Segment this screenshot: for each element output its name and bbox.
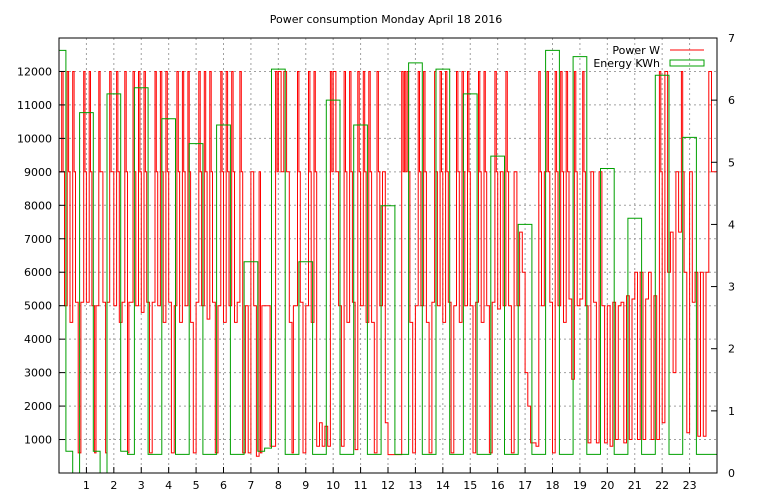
legend-label-energy-kwh: Energy KWh xyxy=(593,57,660,70)
axes xyxy=(58,37,718,474)
bottom-tick-label-15: 16 xyxy=(491,479,505,492)
bottom-tick-label-8: 9 xyxy=(302,479,309,492)
right-tick-label-1: 1 xyxy=(728,405,735,418)
left-tick-label-9: 10000 xyxy=(17,132,52,145)
right-tick-label-6: 6 xyxy=(728,94,735,107)
bottom-tick-label-22: 23 xyxy=(683,479,697,492)
right-tick-label-3: 3 xyxy=(728,281,735,294)
bottom-tick-label-21: 22 xyxy=(655,479,669,492)
left-tick-label-0: 1000 xyxy=(24,434,52,447)
bottom-tick-label-10: 11 xyxy=(354,479,368,492)
left-tick-label-6: 7000 xyxy=(24,233,52,246)
bottom-tick-label-18: 19 xyxy=(573,479,587,492)
bottom-tick-label-6: 7 xyxy=(247,479,254,492)
bottom-tick-labels: 1 2 3 4 5 6 7 8 9 10 11 12 13 14 15 16 17 18 19 20 21 22 23 xyxy=(83,479,697,492)
left-tick-label-1: 2000 xyxy=(24,400,52,413)
bottom-tick-label-3: 4 xyxy=(165,479,172,492)
left-tick-label-8: 9000 xyxy=(24,166,52,179)
bottom-tick-label-17: 18 xyxy=(546,479,560,492)
legend-label-power-w: Power W xyxy=(612,44,660,57)
series-power-w-line xyxy=(59,71,717,457)
bottom-tick-label-0: 1 xyxy=(83,479,90,492)
right-tick-label-5: 5 xyxy=(728,156,735,169)
left-tick-label-7: 8000 xyxy=(24,199,52,212)
series-energy-kwh-line xyxy=(59,49,717,474)
legend-swatch-energy-kwh xyxy=(669,59,705,67)
bottom-tick-label-13: 14 xyxy=(436,479,450,492)
bottom-tick-label-14: 15 xyxy=(463,479,477,492)
left-tick-label-5: 6000 xyxy=(24,266,52,279)
right-tick-label-4: 4 xyxy=(728,218,735,231)
left-tick-labels: 1000 2000 3000 4000 5000 6000 7000 8000 9000 1000… xyxy=(17,65,52,446)
bottom-tick-label-9: 10 xyxy=(326,479,340,492)
bottom-tick-label-19: 20 xyxy=(600,479,614,492)
bottom-tick-label-7: 8 xyxy=(275,479,282,492)
left-tick-label-11: 12000 xyxy=(17,65,52,78)
left-tick-label-4: 5000 xyxy=(24,300,52,313)
left-tick-label-10: 11000 xyxy=(17,99,52,112)
series-layer xyxy=(59,49,717,474)
bottom-tick-label-4: 5 xyxy=(193,479,200,492)
bottom-tick-label-16: 17 xyxy=(518,479,532,492)
bottom-tick-label-2: 3 xyxy=(138,479,145,492)
right-tick-label-0: 0 xyxy=(728,467,735,480)
bottom-tick-label-20: 21 xyxy=(628,479,642,492)
bottom-tick-label-12: 13 xyxy=(408,479,422,492)
chart-title: Power consumption Monday April 18 2016 xyxy=(270,13,503,26)
bottom-tick-label-11: 12 xyxy=(381,479,395,492)
right-tick-label-2: 2 xyxy=(728,343,735,356)
right-tick-labels: 0 1 2 3 4 5 6 7 xyxy=(728,32,735,480)
bottom-tick-label-1: 2 xyxy=(110,479,117,492)
right-tick-label-7: 7 xyxy=(728,32,735,45)
bottom-tick-label-5: 6 xyxy=(220,479,227,492)
left-tick-label-2: 3000 xyxy=(24,367,52,380)
left-tick-label-3: 4000 xyxy=(24,333,52,346)
